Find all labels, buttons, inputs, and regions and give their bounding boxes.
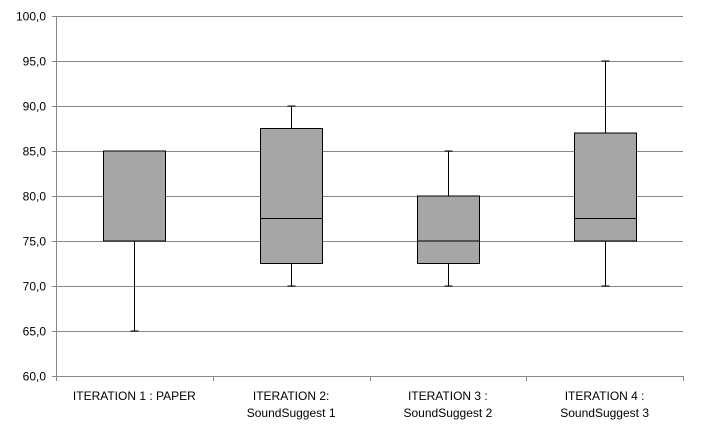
x-axis: ITERATION 1 : PAPER ITERATION 2: SoundSugg… (56, 376, 684, 420)
x-category-label-line2: SoundSuggest 3 (560, 406, 649, 420)
x-category-label-line1: ITERATION 3 : (408, 389, 488, 403)
y-tick-label: 80,0 (23, 190, 47, 204)
box-iqr (417, 195, 480, 264)
box-group (417, 150, 480, 287)
box-iqr (260, 128, 323, 264)
y-axis: 60,0 65,0 70,0 75,0 80,0 85,0 90,0 95,0 100,0 (16, 10, 57, 384)
x-category-label-line2: SoundSuggest 1 (247, 406, 336, 420)
box-iqr (103, 150, 166, 242)
boxes (103, 60, 637, 332)
y-tick-label: 75,0 (23, 235, 47, 249)
box-group (574, 60, 637, 287)
y-tick-label: 95,0 (23, 55, 47, 69)
box-iqr (574, 132, 637, 242)
box-group (103, 150, 166, 332)
y-tick-label: 70,0 (23, 280, 47, 294)
x-category-label-line2: SoundSuggest 2 (404, 406, 493, 420)
box-group (260, 105, 323, 287)
x-category-label-line1: ITERATION 4 : (565, 389, 645, 403)
y-tick-label: 90,0 (23, 100, 47, 114)
x-category-label-line1: ITERATION 2: (253, 389, 329, 403)
y-tick-label: 65,0 (23, 325, 47, 339)
y-tick-label: 85,0 (23, 145, 47, 159)
x-category-label-line1: ITERATION 1 : PAPER (73, 389, 196, 403)
y-tick-label: 100,0 (16, 10, 46, 24)
y-tick-label: 60,0 (23, 370, 47, 384)
